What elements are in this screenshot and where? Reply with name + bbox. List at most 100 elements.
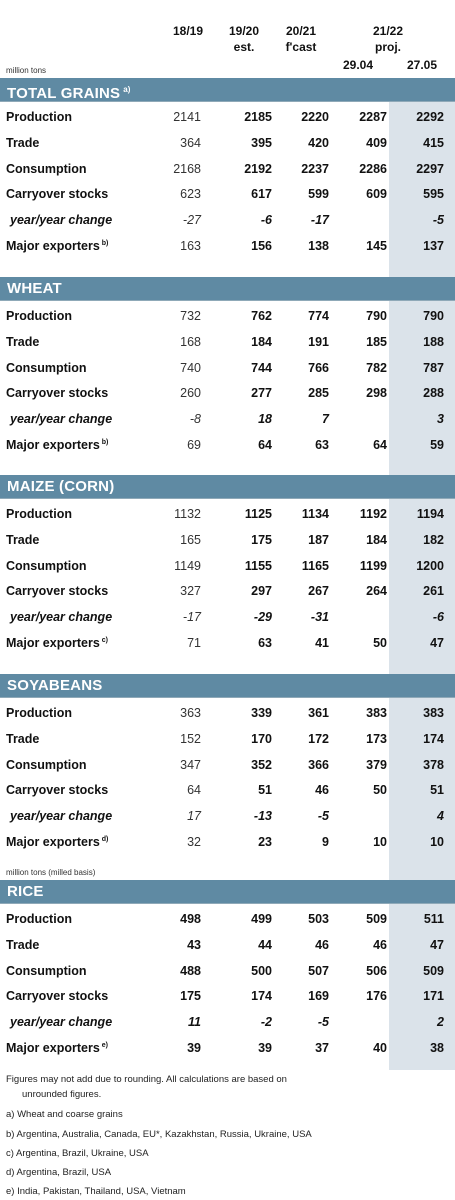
row-label: Trade	[6, 533, 39, 547]
row-label-text: year/year change	[10, 412, 113, 427]
table-cell: 168	[180, 334, 201, 349]
row-label-text: Consumption	[6, 963, 87, 978]
table-cell: 506	[366, 963, 387, 978]
table-cell: 1200	[416, 558, 444, 573]
row-label: Production	[6, 912, 72, 926]
table-cell: -17	[182, 610, 201, 625]
table-cell: 191	[308, 334, 329, 349]
row-label-note: d)	[101, 836, 109, 843]
table-row: Consumption 1149 1155 1165 1199 1200	[0, 554, 455, 580]
table-cell: 175	[251, 532, 272, 547]
row-label-text: year/year change	[10, 610, 113, 625]
table-row: Carryover stocks 327 297 267 264 261	[0, 579, 455, 605]
table-row: Consumption 347 352 366 379 378	[0, 753, 455, 779]
table-cell: 51	[258, 783, 272, 798]
section-title: MAIZE (CORN)	[7, 478, 115, 495]
table-cell: 415	[423, 135, 444, 150]
header-col-20-21: 20/21	[285, 24, 317, 38]
table-row: Major exporters c) 71 63 41 50 47	[0, 631, 455, 657]
table-cell: 11	[188, 1015, 201, 1030]
table-cell: 790	[366, 309, 387, 323]
table-cell: 165	[180, 532, 201, 547]
table-row: year/year change -27 -6 -17 -5	[0, 208, 455, 234]
table-cell: 790	[423, 309, 444, 323]
header-col-20-21-sub: f'cast	[285, 40, 317, 54]
table-cell: 264	[366, 584, 387, 599]
table-cell: 297	[251, 584, 272, 599]
rice-unit-label: million tons (milled basis)	[6, 868, 96, 877]
table-cell: 1194	[416, 507, 444, 521]
footnote-rounding-1: Figures may not add due to rounding. All…	[6, 1074, 287, 1085]
table-cell: 599	[308, 187, 329, 202]
section-title: WHEAT	[7, 280, 62, 297]
table-cell: 59	[430, 438, 444, 452]
table-cell: -5	[317, 809, 329, 824]
table-cell: 46	[315, 783, 329, 798]
row-label: Trade	[6, 335, 39, 349]
section-divider	[0, 903, 455, 904]
row-label: year/year change	[10, 213, 112, 227]
row-label: Trade	[6, 938, 39, 952]
table-cell: 298	[366, 386, 387, 401]
table-cell: 352	[251, 757, 272, 772]
table-cell: 420	[308, 135, 329, 150]
row-label: Trade	[6, 732, 39, 746]
table-cell: 762	[251, 309, 272, 323]
table-cell: -2	[260, 1015, 272, 1030]
row-label-text: Production	[6, 309, 72, 323]
table-cell: 2220	[301, 110, 329, 124]
table-cell: 261	[423, 584, 444, 599]
table-cell: 63	[315, 438, 329, 452]
table-row: Major exporters e) 39 39 37 40 38	[0, 1036, 455, 1062]
row-label-text: Major exporters	[6, 1041, 100, 1055]
table-cell: 145	[366, 239, 387, 253]
table-cell: 37	[315, 1041, 329, 1055]
table-cell: 47	[430, 636, 444, 650]
header-col-21-22-sub: proj.	[375, 40, 401, 54]
table-cell: 182	[423, 532, 444, 547]
table-cell: 10	[373, 835, 387, 849]
table-cell: 47	[430, 937, 444, 952]
table-cell: 1134	[301, 507, 329, 521]
row-label-text: Consumption	[6, 161, 87, 176]
table-cell: 173	[366, 731, 387, 746]
row-label-text: Production	[6, 110, 72, 124]
table-cell: 1155	[244, 558, 272, 573]
table-cell: 347	[180, 757, 201, 772]
table-cell: 32	[187, 835, 201, 849]
table-cell: 1125	[244, 507, 272, 521]
table-cell: 3	[437, 412, 444, 427]
table-cell: 7	[322, 412, 329, 427]
table-row: Major exporters b) 163 156 138 145 137	[0, 234, 455, 260]
row-label-text: Carryover stocks	[6, 783, 109, 798]
table-cell: 17	[187, 809, 201, 824]
row-label-text: Trade	[6, 937, 40, 952]
table-cell: 277	[251, 386, 272, 401]
table-cell: 2297	[416, 161, 444, 176]
row-label: Trade	[6, 136, 39, 150]
table-cell: 2287	[359, 110, 387, 124]
row-label-text: Trade	[6, 135, 40, 150]
row-label-text: Trade	[6, 731, 40, 746]
table-cell: 174	[423, 731, 444, 746]
header-col-2904: 29.04	[342, 58, 374, 72]
table-row: Consumption 740 744 766 782 787	[0, 356, 455, 382]
table-cell: 732	[180, 309, 201, 323]
table-cell: 2292	[416, 110, 444, 124]
table-cell: 500	[251, 963, 272, 978]
table-cell: -6	[432, 610, 444, 625]
table-cell: 41	[315, 636, 329, 650]
row-label: Production	[6, 110, 72, 124]
table-row: Trade 43 44 46 46 47	[0, 933, 455, 959]
row-label: year/year change	[10, 412, 112, 426]
table-cell: 172	[308, 731, 329, 746]
table-cell: 740	[180, 360, 201, 375]
table-cell: -6	[260, 213, 272, 228]
table-cell: 18	[258, 412, 272, 427]
table-row: year/year change -17 -29 -31 -6	[0, 605, 455, 631]
table-cell: 63	[258, 636, 272, 650]
section-header-maize-corn: MAIZE (CORN)	[0, 475, 455, 498]
table-cell: 46	[315, 937, 329, 952]
row-label-text: Production	[6, 706, 72, 720]
table-cell: 782	[366, 360, 387, 375]
